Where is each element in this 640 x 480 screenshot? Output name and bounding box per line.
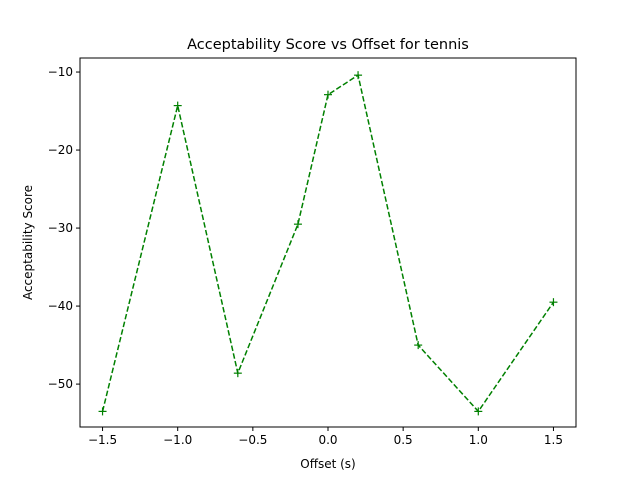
x-tick-label: 0.0	[318, 433, 337, 447]
y-tick-label: −50	[48, 377, 73, 391]
data-point-marker	[474, 407, 483, 416]
x-tick-label: −0.5	[238, 433, 267, 447]
y-tick-label: −30	[48, 221, 73, 235]
x-tick-label: 1.0	[469, 433, 488, 447]
x-tick-label: −1.5	[88, 433, 117, 447]
data-point-marker	[233, 369, 242, 378]
data-point-marker	[98, 407, 107, 416]
x-tick-label: 0.5	[394, 433, 413, 447]
data-point-marker	[324, 90, 332, 99]
y-tick-label: −40	[48, 299, 73, 313]
data-point-marker	[414, 341, 423, 350]
x-axis-label: Offset (s)	[300, 457, 355, 471]
data-point-marker	[293, 220, 302, 229]
x-tick-label: 1.5	[544, 433, 563, 447]
y-axis-ticks: −50 −40 −30 −20 −10	[48, 65, 80, 391]
plot-frame	[79, 57, 577, 428]
y-tick-label: −10	[48, 65, 73, 79]
x-axis-ticks: −1.5 −1.0 −0.5 0.0 0.5 1.0 1.5	[88, 427, 563, 447]
data-point-marker	[173, 101, 182, 110]
y-axis-label: Acceptability Score	[21, 185, 35, 300]
x-tick-label: −1.0	[163, 433, 192, 447]
data-point-marker	[549, 298, 558, 307]
series-line	[101, 73, 555, 413]
series-layer	[98, 71, 558, 416]
data-point-marker	[354, 71, 363, 80]
chart-title: Acceptability Score vs Offset for tennis	[187, 37, 469, 53]
y-tick-label: −20	[48, 143, 73, 157]
